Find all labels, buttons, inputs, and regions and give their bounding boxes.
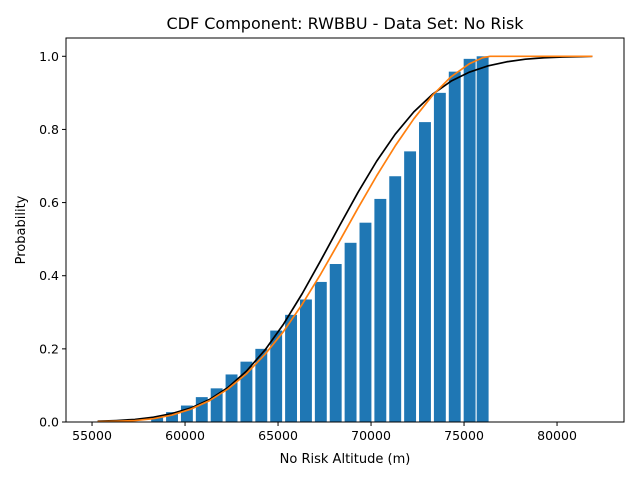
cdf-series-line-2 — [97, 55, 593, 423]
ticks-layer: 55000 60000 65000 70000 75000 80000 0.0 0.2 0.4 0… — [39, 49, 577, 443]
bar — [225, 374, 238, 422]
x-tick-label: 80000 — [537, 428, 577, 443]
bar — [299, 299, 312, 422]
bar — [180, 405, 193, 422]
y-tick-label: 0.6 — [39, 195, 59, 210]
chart-title: CDF Component: RWBBU - Data Set: No Risk — [166, 14, 524, 33]
bar — [463, 58, 476, 423]
bar — [433, 92, 446, 422]
bars-layer — [151, 56, 489, 423]
bar — [270, 330, 283, 422]
bar — [419, 122, 431, 422]
bar — [389, 176, 402, 422]
bar — [166, 412, 178, 422]
cdf-series-line-1 — [97, 55, 593, 423]
y-axis-label: Probability — [14, 195, 29, 264]
y-tick-label: 0.0 — [39, 415, 59, 430]
bar — [344, 242, 357, 422]
bar — [359, 222, 372, 422]
bar — [448, 71, 461, 422]
y-tick-label: 1.0 — [39, 49, 59, 64]
plot-frame — [65, 37, 625, 423]
bar — [314, 281, 327, 422]
bar — [255, 348, 268, 422]
x-tick-label: 65000 — [258, 428, 298, 443]
x-axis-label: No Risk Altitude (m) — [280, 452, 411, 467]
x-tick-label: 55000 — [72, 428, 112, 443]
bar — [285, 314, 298, 422]
bar — [210, 388, 223, 422]
x-tick-label: 70000 — [351, 428, 391, 443]
x-tick-label: 75000 — [444, 428, 484, 443]
lines-layer — [97, 55, 593, 423]
bar — [374, 198, 387, 422]
bar — [151, 417, 164, 422]
y-tick-label: 0.8 — [39, 122, 59, 137]
y-tick-label: 0.4 — [39, 268, 59, 283]
bar — [404, 151, 417, 422]
bar — [195, 397, 208, 422]
bar — [476, 56, 489, 423]
bar — [240, 361, 253, 422]
x-tick-label: 60000 — [165, 428, 205, 443]
bar — [329, 264, 342, 422]
y-tick-label: 0.2 — [39, 341, 59, 356]
